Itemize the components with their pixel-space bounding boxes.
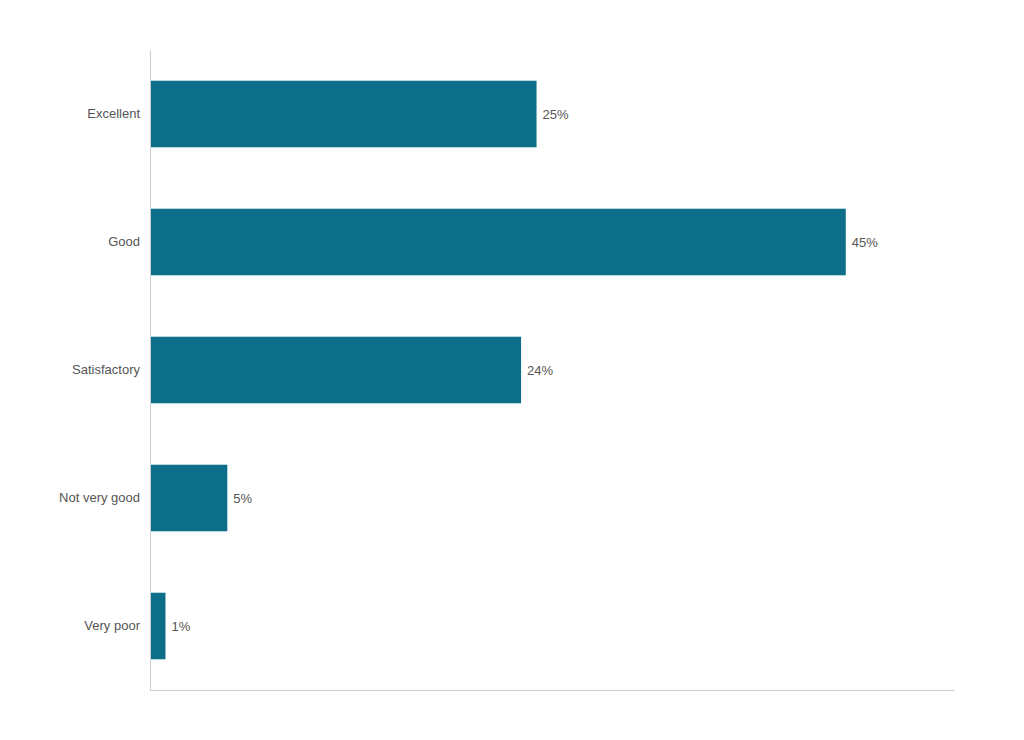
axis-line — [151, 690, 955, 691]
chart: Excellent Good Satisfactory Not very good Ve… — [0, 0, 1024, 740]
tick: Excellent — [87, 106, 140, 121]
bar — [150, 593, 165, 660]
data-labels: 25% 45% 24% 5% 1% — [171, 107, 878, 634]
axis-line — [150, 51, 151, 691]
data-label: 25% — [543, 107, 569, 122]
data-label: 5% — [233, 491, 252, 506]
plot: Excellent Good Satisfactory Not very good Ve… — [59, 51, 954, 691]
tick-label: Excellent — [87, 106, 140, 121]
tick-label: Satisfactory — [72, 362, 140, 377]
x-axis — [151, 690, 955, 691]
tick: Satisfactory — [72, 362, 140, 377]
tick: Good — [108, 234, 140, 249]
data-label: 1% — [171, 619, 190, 634]
bar — [150, 337, 521, 404]
tick: Not very good — [59, 490, 140, 505]
tick-label: Not very good — [59, 490, 140, 505]
data-label: 45% — [852, 235, 878, 250]
data-label: 24% — [527, 363, 553, 378]
bars — [150, 81, 846, 660]
tick-label: Good — [108, 234, 140, 249]
tick-label: Very poor — [84, 618, 140, 633]
bar — [150, 209, 846, 276]
bar — [150, 465, 227, 532]
bar — [150, 81, 537, 148]
tick: Very poor — [84, 618, 140, 633]
y-axis: Excellent Good Satisfactory Not very good Ve… — [59, 51, 150, 691]
